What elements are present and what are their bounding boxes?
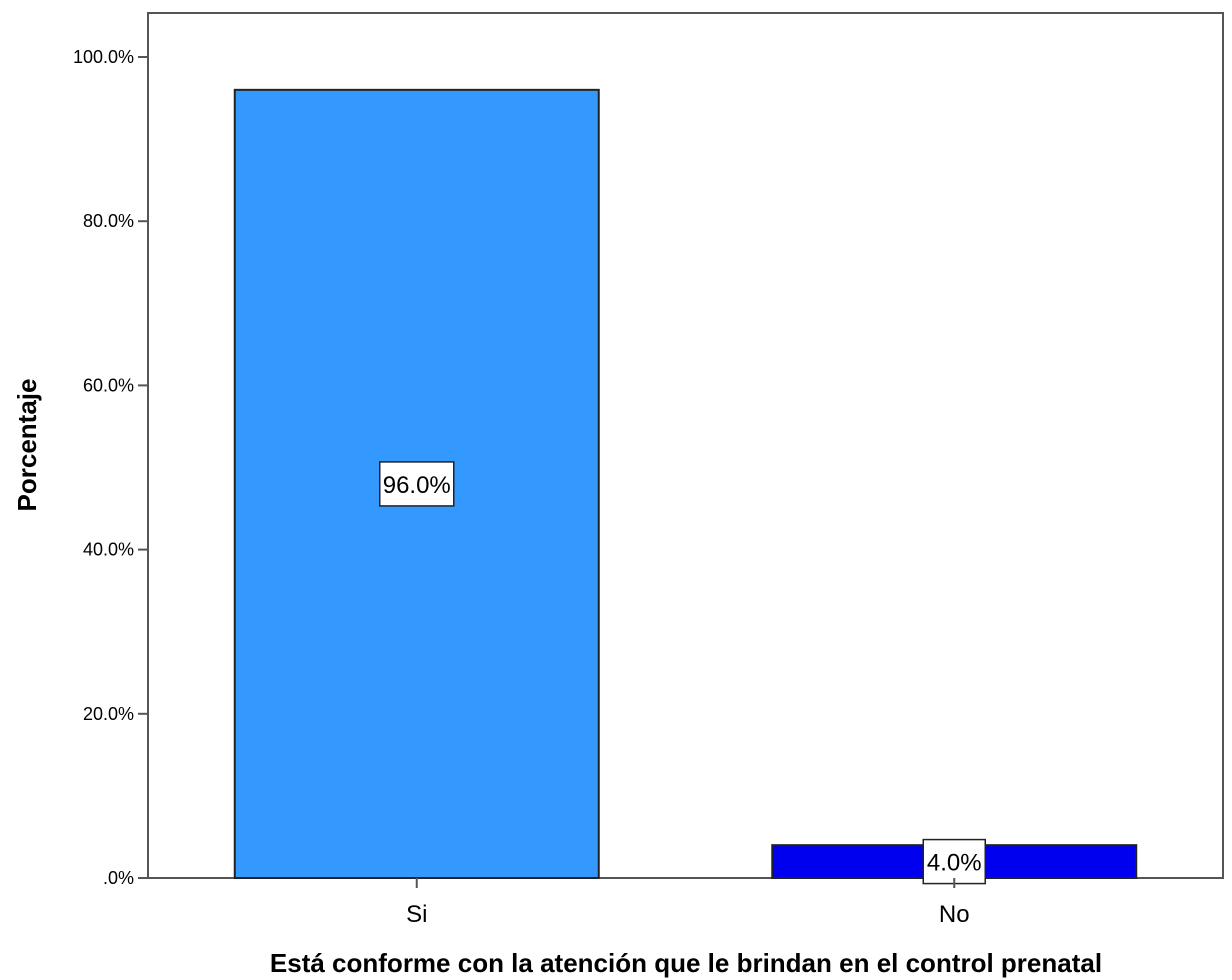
bars-group: 96.0% 4.0% [233,88,1138,885]
x-tick-label: Si [406,901,427,928]
y-axis: .0% 20.0% 40.0% 60.0% 80.0% 100.0% [73,47,148,888]
data-label: 96.0% [383,472,451,499]
data-label: 4.0% [927,850,982,877]
y-tick-label: 100.0% [73,47,134,67]
x-axis-title: Está conforme con la atención que le bri… [270,948,1102,978]
data-label-box [379,461,455,507]
x-axis: Si No [406,878,970,928]
y-tick-label: .0% [103,868,134,888]
y-tick-label: 40.0% [83,540,134,560]
y-tick-label: 80.0% [83,211,134,231]
y-axis-title: Porcentaje [12,379,42,512]
y-tick-label: 60.0% [83,375,134,395]
x-tick-label: No [939,901,970,928]
y-tick-label: 20.0% [83,704,134,724]
